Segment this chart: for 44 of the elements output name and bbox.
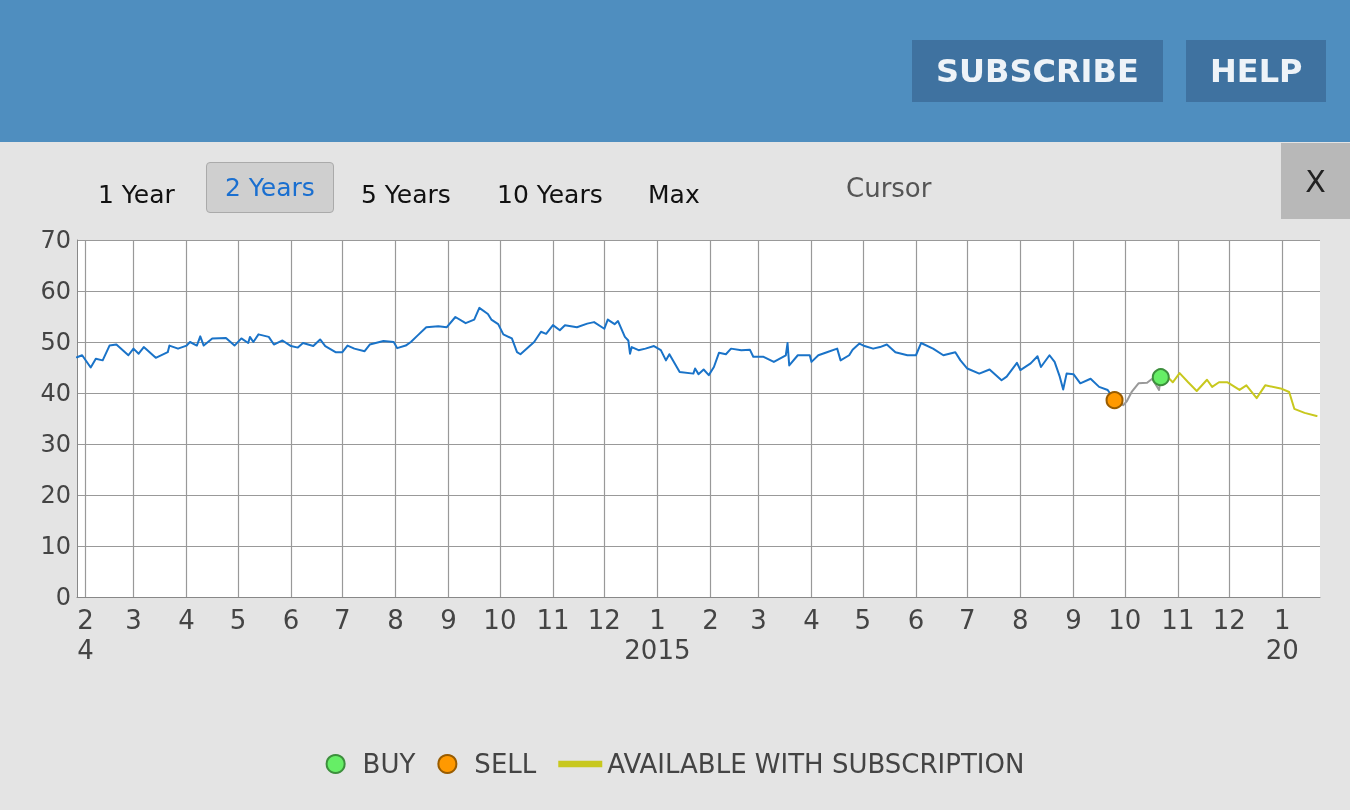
x-tick-label: 2 4 <box>77 605 94 665</box>
x-tick-label: 6 <box>282 605 300 635</box>
x-tick-label: 5 <box>229 605 247 635</box>
text: Cursor <box>846 173 932 203</box>
y-tick-label: 0 <box>55 583 71 611</box>
x-tick-label: 7 <box>959 605 976 635</box>
text: SUBSCRIBE <box>912 40 1163 102</box>
y-tick-label: 70 <box>40 226 71 254</box>
text: Max <box>648 179 700 211</box>
y-tick-label: 40 <box>40 379 71 407</box>
text: X <box>1281 143 1350 219</box>
x-tick-label: 3 <box>750 605 767 635</box>
text: 1 Year <box>98 179 175 211</box>
x-tick-label: 10 <box>483 605 517 635</box>
x-tick-label: 4 <box>178 605 195 635</box>
y-tick-label: 30 <box>40 430 71 458</box>
x-tick-label: 11 <box>536 605 570 635</box>
x-tick-label: 9 <box>1065 605 1082 635</box>
text: HELP <box>1186 40 1327 102</box>
text: 2 Years <box>206 162 334 213</box>
x-tick-label: 4 <box>803 605 820 635</box>
x-tick-label: 2 <box>702 605 719 635</box>
x-tick-label: 12 <box>1212 605 1246 635</box>
legend-label: AVAILABLE WITH SUBSCRIPTION <box>607 749 1025 779</box>
text: 5 Years <box>361 179 451 211</box>
x-tick-label: 12 <box>587 605 621 635</box>
x-tick-label: 1 20 <box>1265 605 1299 665</box>
y-tick-label: 60 <box>40 277 71 305</box>
y-tick-label: 20 <box>40 481 71 509</box>
y-tick-label: 10 <box>40 532 71 560</box>
text: 10 Years <box>497 179 603 211</box>
x-tick-label: 11 <box>1161 605 1195 635</box>
y-tick-label: 50 <box>40 328 71 356</box>
x-tick-label: 3 <box>125 605 142 635</box>
x-tick-label: 9 <box>440 605 457 635</box>
legend-label: SELL <box>474 749 537 779</box>
legend-label: BUY <box>362 749 416 779</box>
x-tick-label: 8 <box>387 605 404 635</box>
x-tick-label: 6 <box>907 605 925 635</box>
x-tick-label: 10 <box>1108 605 1142 635</box>
x-tick-label: 8 <box>1012 605 1029 635</box>
x-tick-label: 7 <box>334 605 351 635</box>
x-tick-label: 1 2015 <box>624 605 691 665</box>
x-tick-label: 5 <box>854 605 872 635</box>
